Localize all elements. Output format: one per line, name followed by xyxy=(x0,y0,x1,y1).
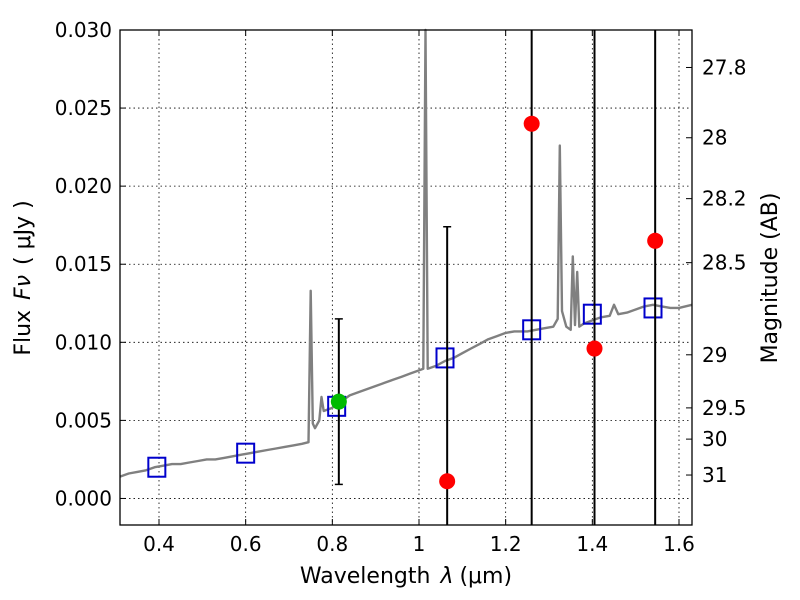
spectrum-line xyxy=(119,28,693,478)
model-square-marker xyxy=(236,442,256,464)
y-axis-label-unit: ( μJy ) xyxy=(11,200,36,265)
x-tick-label: 0.8 xyxy=(316,532,348,556)
axis-ticks: 0.4 0.6 0.8 1 1.2 1.4 1.6 0.000 0.005 0.010 0.015 0… xyxy=(55,18,747,556)
y-tick-label: 0.005 xyxy=(55,408,112,432)
y-tick-label: 0.030 xyxy=(55,18,112,42)
x-axis-label-text: Wavelength xyxy=(300,564,431,589)
model-square-marker xyxy=(643,297,663,319)
y2-tick-label: 27.8 xyxy=(702,55,747,79)
model-square-marker xyxy=(147,456,167,478)
flux-marker xyxy=(647,232,664,249)
x-axis-label-symbol: λ xyxy=(439,564,453,589)
model-square-marker xyxy=(582,303,602,325)
y2-tick-label: 30 xyxy=(702,427,727,451)
x-axis-label: Wavelength λ (μm) xyxy=(300,564,512,589)
y-axis-label: Flux Fν ( μJy ) xyxy=(11,200,36,355)
x-tick-label: 1.6 xyxy=(663,532,695,556)
flux-marker xyxy=(439,473,456,490)
x-tick-label: 0.6 xyxy=(230,532,262,556)
model-square-marker xyxy=(435,347,455,369)
flux-marker xyxy=(523,115,540,132)
y2-tick-label: 29.5 xyxy=(702,396,747,420)
y-tick-label: 0.025 xyxy=(55,96,112,120)
y-tick-label: 0.015 xyxy=(55,252,112,276)
y2-tick-label: 28.5 xyxy=(702,251,747,275)
plot-area xyxy=(119,28,693,525)
y-axis-label-text: Flux xyxy=(11,310,36,356)
x-tick-label: 0.4 xyxy=(143,532,175,556)
y-tick-label: 0.010 xyxy=(55,330,112,354)
y-axis-label-symbol: Fν xyxy=(11,275,36,300)
y-tick-label: 0.020 xyxy=(55,174,112,198)
y2-tick-label: 28.2 xyxy=(702,187,747,211)
y2-axis-label: Magnitude (AB) xyxy=(758,193,783,364)
x-tick-label: 1 xyxy=(413,532,426,556)
y2-tick-label: 29 xyxy=(702,343,727,367)
y2-tick-label: 31 xyxy=(702,463,727,487)
x-tick-label: 1.4 xyxy=(576,532,608,556)
x-axis-label-unit: (μm) xyxy=(459,564,512,589)
detection-marker xyxy=(330,393,347,410)
y-tick-label: 0.000 xyxy=(55,486,112,510)
grid-lines xyxy=(120,29,692,525)
flux-marker xyxy=(586,340,603,357)
plot-frame xyxy=(119,29,693,526)
x-tick-label: 1.2 xyxy=(490,532,522,556)
y2-tick-label: 28 xyxy=(702,126,727,150)
